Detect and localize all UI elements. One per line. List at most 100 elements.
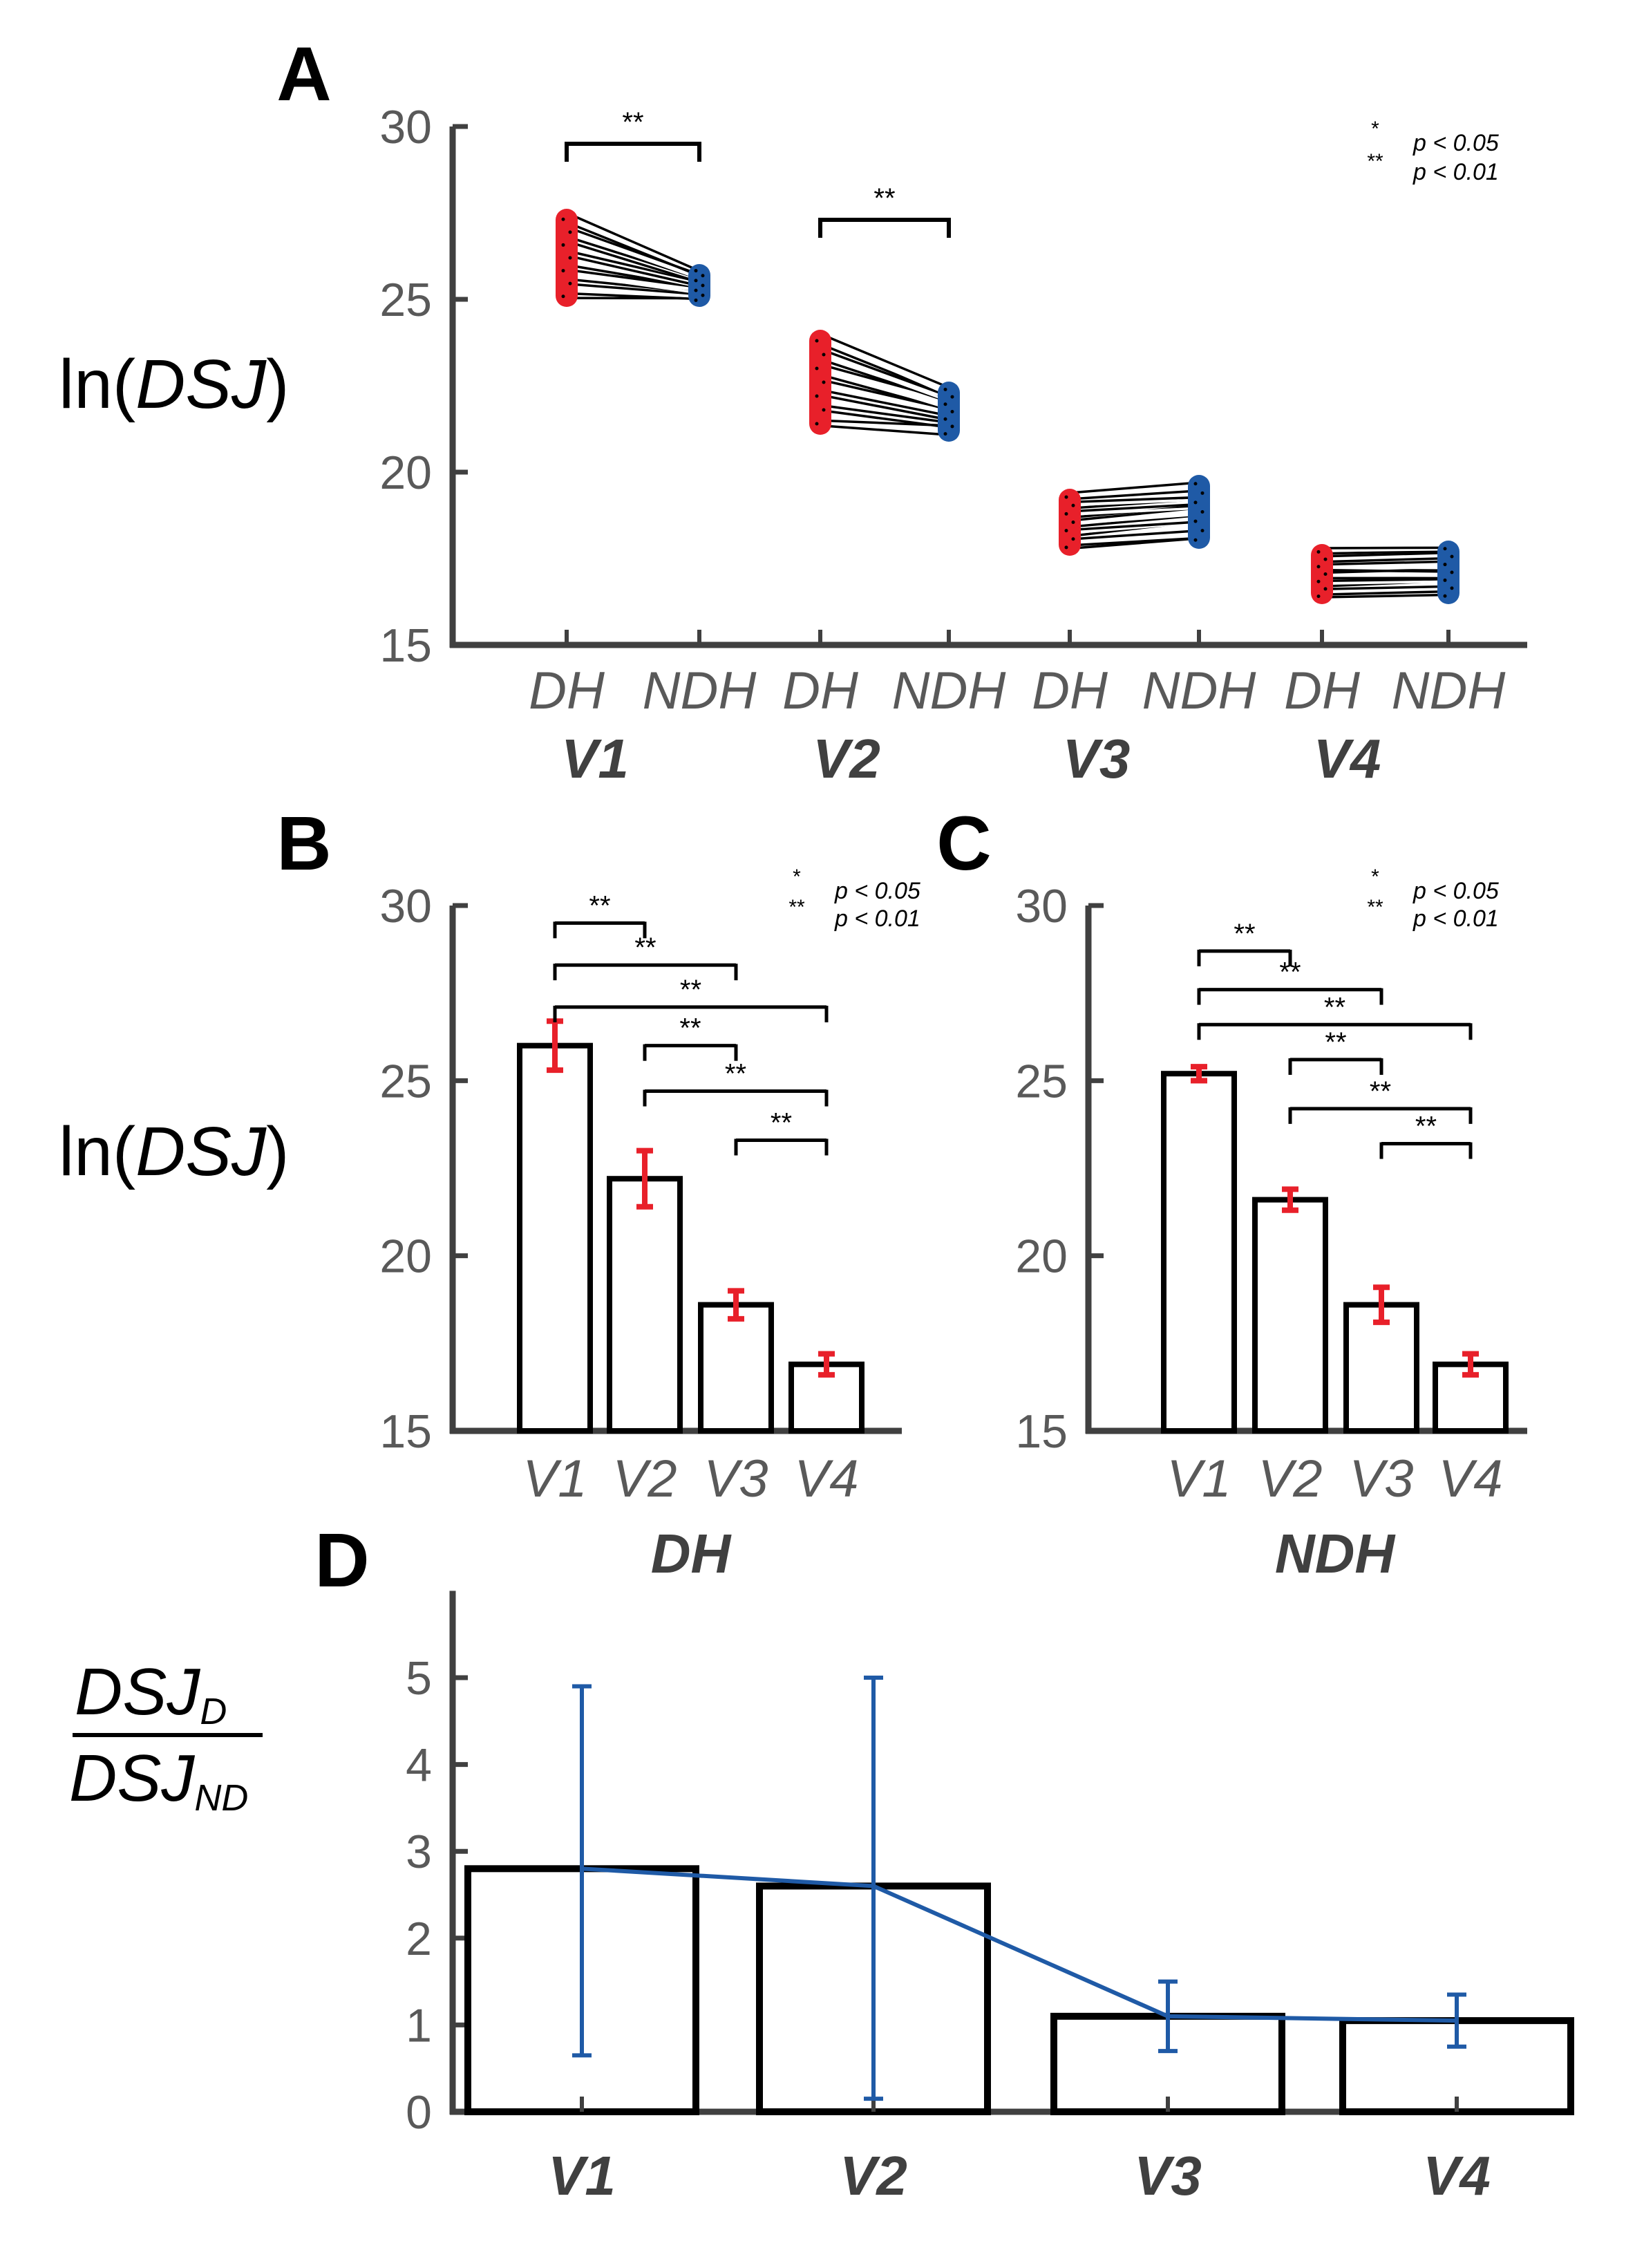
error-bar-V1: [572, 1684, 592, 2058]
dot-marker: [815, 422, 819, 426]
legend-text: p < 0.01: [1412, 906, 1499, 932]
bar-V1: [517, 1042, 593, 1434]
bar-V2: [607, 1176, 683, 1434]
pair-line: [820, 404, 949, 424]
x-label-dh: DH: [529, 662, 605, 720]
legend-text: p < 0.05: [1412, 878, 1499, 904]
bar-V3: [698, 1302, 774, 1434]
y-tick-label: 15: [1015, 1405, 1068, 1458]
error-bar-V4: [1462, 1351, 1479, 1378]
error-bar-V3: [1158, 1979, 1178, 2054]
pair-line: [1069, 484, 1200, 498]
pair-line: [1069, 513, 1200, 525]
dot-marker: [561, 294, 565, 299]
y-tick-label: 0: [406, 2086, 432, 2139]
significance-stars: **: [680, 975, 701, 1005]
x-label-ndh: NDH: [643, 662, 757, 720]
dot-marker: [1323, 572, 1328, 576]
pair-line: [1321, 553, 1449, 561]
pair-line: [1069, 498, 1200, 507]
significance-bracket: **: [553, 890, 647, 939]
pair-line: [566, 292, 700, 301]
dot-marker: [1200, 529, 1204, 533]
error-bar-V1: [1191, 1064, 1207, 1084]
error-bar-V4: [818, 1351, 835, 1378]
pair-line: [820, 348, 949, 397]
dot-marker: [1450, 570, 1454, 574]
pair-line: [1069, 489, 1200, 500]
dot-marker: [1450, 554, 1454, 559]
dot-marker: [1443, 563, 1447, 567]
x-tick-label-V1: V1: [1167, 1450, 1231, 1508]
legend-stars: *: [1371, 865, 1379, 888]
dot-marker: [1200, 510, 1204, 514]
pair-line: [820, 353, 949, 402]
legend-c: * p < 0.05 ** p < 0.01: [1367, 865, 1499, 932]
pair-line: [820, 373, 949, 411]
dot-marker: [1071, 537, 1075, 541]
pair-line: [1321, 580, 1449, 585]
dot-marker: [1316, 594, 1321, 599]
x-label-dh: DH: [1284, 662, 1360, 720]
dot-marker: [1316, 565, 1321, 569]
ndh-points-V4: [1437, 541, 1459, 604]
dot-marker: [943, 387, 947, 391]
significance-stars: **: [622, 107, 643, 138]
pair-line: [1069, 529, 1200, 541]
pair-line: [820, 332, 949, 389]
pair-line: [1069, 536, 1200, 547]
dot-marker: [1316, 550, 1321, 554]
significance-bracket: **: [1197, 919, 1292, 966]
dot-marker: [568, 256, 572, 260]
legend-stars: **: [788, 896, 805, 919]
error-bar-V2: [636, 1147, 653, 1210]
pair-line: [820, 388, 949, 418]
mean-line: [581, 1866, 1457, 2023]
dot-marker: [1064, 529, 1068, 533]
group-label-b: DH: [651, 1523, 733, 1584]
significance-stars: **: [679, 1013, 701, 1044]
dot-marker: [568, 281, 572, 285]
pair-line: [1069, 496, 1200, 504]
group-label-c: NDH: [1275, 1523, 1397, 1584]
dot-marker: [1443, 594, 1447, 598]
dot-marker: [1316, 579, 1321, 583]
x-tick-label-V1: V1: [523, 1450, 587, 1508]
y-tick-label: 1: [406, 1999, 432, 2052]
significance-bracket: **: [1288, 1076, 1473, 1124]
group-label-V1: V1: [561, 728, 629, 789]
significance-bracket-a: **: [565, 107, 701, 162]
dot-marker: [815, 366, 819, 371]
x-label-ndh: NDH: [1142, 662, 1256, 720]
dot-marker: [1071, 503, 1075, 507]
y-tick-label: 30: [1015, 880, 1068, 932]
legend-text: p < 0.01: [1412, 159, 1499, 185]
dot-marker: [1193, 482, 1198, 486]
significance-bracket: **: [1379, 1112, 1473, 1159]
pair-line: [1069, 481, 1200, 494]
dot-marker: [701, 274, 705, 278]
dot-marker: [815, 394, 819, 398]
bar-V1: [1161, 1071, 1237, 1434]
pair-line: [566, 254, 700, 288]
y-tick-label: 20: [1015, 1230, 1068, 1283]
significance-stars: **: [1234, 919, 1255, 949]
dh-points-V3: [1059, 489, 1081, 556]
pair-line: [566, 263, 700, 289]
pair-line: [1321, 546, 1449, 550]
x-label-ndh: NDH: [1392, 662, 1506, 720]
pair-line: [1069, 521, 1200, 532]
paired-lines-V1: [566, 212, 700, 304]
dot-marker: [815, 339, 819, 343]
panel-d: D DSJD DSJND 0 1 2 3 4 5 V1 V2 V3 V4: [69, 1518, 1574, 2206]
significance-stars: **: [589, 890, 610, 921]
error-bar-V2: [1282, 1186, 1298, 1213]
dot-marker: [1064, 512, 1068, 516]
legend-b: * p < 0.05 ** p < 0.01: [788, 865, 920, 932]
significance-stars: **: [771, 1107, 792, 1138]
pair-line: [820, 429, 949, 438]
dot-marker: [1064, 495, 1068, 499]
y-tick-label: 25: [1015, 1055, 1068, 1107]
panel-label-a: A: [276, 32, 331, 117]
